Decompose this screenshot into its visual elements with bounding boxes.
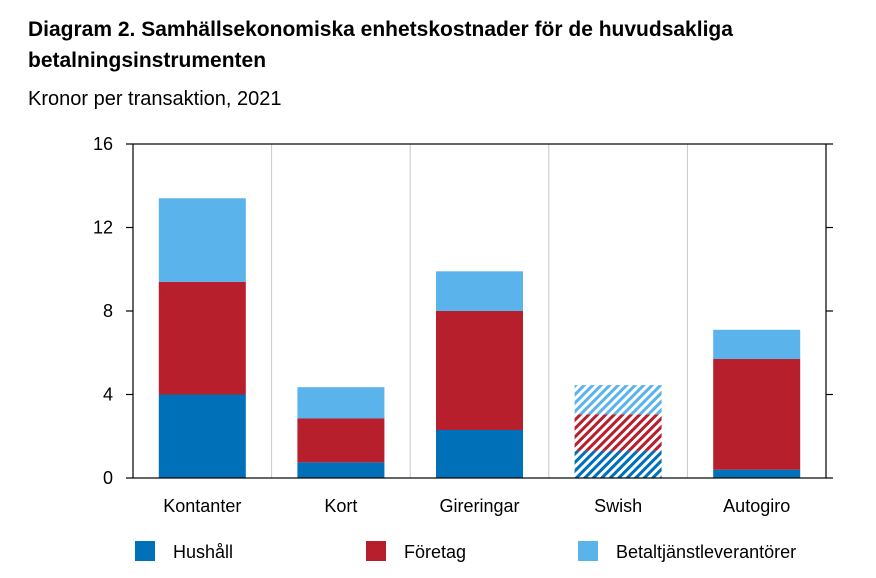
bar-swish-hushall <box>574 450 662 478</box>
category-label-swish: Swish <box>594 496 642 516</box>
category-label-gireringar: Gireringar <box>439 496 519 516</box>
bar-swish-betaltjanstleverantorer <box>574 385 662 415</box>
legend: Hushåll Företag Betaltjänstleverantörer <box>135 541 796 562</box>
bar-kontanter-foretag <box>158 281 246 395</box>
bar-kort-betaltjanstleverantorer <box>297 387 385 419</box>
bar-kontanter-hushall <box>158 394 246 478</box>
y-tick-label: 0 <box>103 468 113 488</box>
bar-autogiro-foretag <box>713 359 801 470</box>
bar-kort-foretag <box>297 418 385 463</box>
bar-gireringar-betaltjanstleverantorer <box>436 271 523 311</box>
legend-swatch-betaltjanstleverantorer <box>578 541 598 561</box>
category-labels: Kontanter Kort Gireringar Swish Autogiro <box>163 496 790 516</box>
bar-swish-foretag <box>574 414 662 451</box>
y-tick-label: 8 <box>103 301 113 321</box>
axes <box>126 143 833 479</box>
grid-lines <box>271 144 688 478</box>
chart-title: Diagram 2. Samhällsekonomiska enhetskost… <box>28 18 733 72</box>
category-label-kort: Kort <box>324 496 357 516</box>
category-label-autogiro: Autogiro <box>723 496 790 516</box>
bar-gireringar-foretag <box>436 311 523 430</box>
legend-label-foretag: Företag <box>404 542 466 562</box>
bars <box>158 198 801 478</box>
y-tick-label: 16 <box>93 134 113 154</box>
bar-gireringar-hushall <box>436 429 523 478</box>
y-tick-labels: 0 4 8 12 16 <box>93 134 113 488</box>
y-tick-label: 4 <box>103 385 113 405</box>
legend-swatch-foretag <box>366 541 386 561</box>
category-label-kontanter: Kontanter <box>163 496 241 516</box>
bar-autogiro-hushall <box>713 469 801 478</box>
legend-label-betaltjanstleverantorer: Betaltjänstleverantörer <box>616 542 796 562</box>
bar-kontanter-betaltjanstleverantorer <box>158 198 246 282</box>
y-tick-label: 12 <box>93 218 113 238</box>
legend-swatch-hushall <box>135 541 155 561</box>
chart-subtitle: Kronor per transaktion, 2021 <box>28 88 282 110</box>
legend-label-hushall: Hushåll <box>173 542 233 562</box>
bar-autogiro-betaltjanstleverantorer <box>713 329 801 360</box>
bar-kort-hushall <box>297 462 385 478</box>
